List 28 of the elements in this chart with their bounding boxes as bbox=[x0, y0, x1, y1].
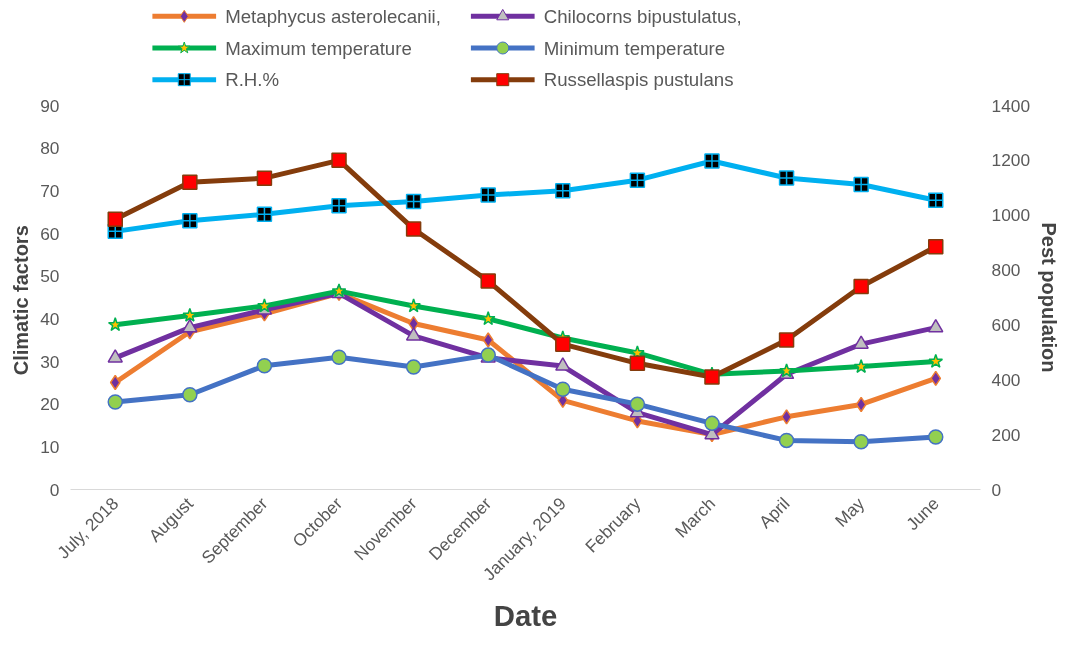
y-tick-label: 90 bbox=[40, 95, 60, 116]
y2-tick-label: 200 bbox=[991, 424, 1021, 445]
y2-axis-title: Pest population bbox=[1038, 222, 1061, 373]
y2-tick-label: 0 bbox=[991, 479, 1002, 500]
y2-tick-label: 400 bbox=[991, 369, 1021, 390]
x-tick-label: May bbox=[830, 493, 869, 531]
y-tick-label: 0 bbox=[49, 479, 60, 500]
y2-tick-label: 1200 bbox=[991, 150, 1031, 171]
y2-tick-label: 600 bbox=[991, 314, 1021, 335]
y-tick-label: 80 bbox=[40, 138, 60, 159]
y-tick-label: 30 bbox=[40, 351, 60, 372]
legend-label: Minimum temperature bbox=[543, 37, 726, 59]
y2-tick-label: 1400 bbox=[991, 95, 1031, 116]
x-axis-title: Date bbox=[493, 599, 558, 633]
y2-tick-label: 1000 bbox=[991, 205, 1031, 226]
legend-label: Metaphycus asterolecanii, bbox=[225, 5, 441, 27]
y-tick-label: 70 bbox=[40, 180, 60, 201]
y-tick-label: 40 bbox=[40, 308, 60, 329]
legend-label: R.H.% bbox=[225, 69, 280, 91]
legend-label: Russellaspis pustulans bbox=[543, 69, 734, 91]
y-axis-title: Climatic factors bbox=[10, 225, 33, 376]
y-tick-label: 50 bbox=[40, 266, 60, 287]
legend-label: Chilocorns bipustulatus, bbox=[543, 5, 742, 27]
y2-tick-label: 800 bbox=[991, 260, 1021, 281]
y-tick-label: 10 bbox=[40, 436, 60, 457]
y-tick-label: 20 bbox=[40, 394, 60, 415]
legend-label: Maximum temperature bbox=[225, 37, 412, 59]
y-tick-label: 60 bbox=[40, 223, 60, 244]
